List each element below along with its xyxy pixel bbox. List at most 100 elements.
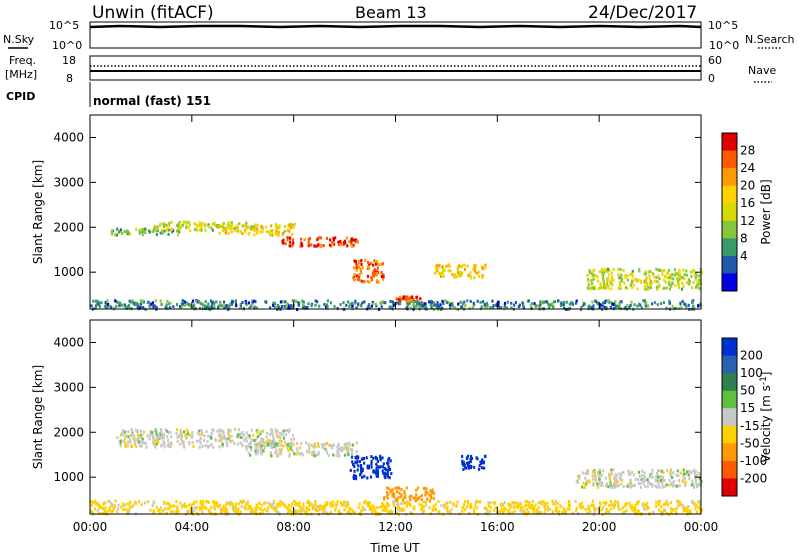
power-echo-cell (196, 228, 199, 232)
power-echo-cell (250, 303, 253, 307)
velocity-echo-cell (146, 434, 149, 438)
velocity-echo-cell (643, 475, 646, 479)
power-echo-cell (389, 299, 392, 303)
velocity-echo-cell (241, 443, 244, 447)
velocity-echo-cell (159, 435, 162, 439)
power-echo-cell (209, 299, 213, 303)
velocity-echo-cell (283, 436, 286, 440)
velocity-echo-cell (293, 452, 296, 456)
velocity-echo-cell (637, 509, 640, 513)
power-echo-cell (510, 301, 513, 305)
power-echo-cell (402, 295, 405, 299)
power-echo-cell (288, 244, 291, 248)
velocity-echo-cell (306, 501, 309, 505)
velocity-echo-cell (317, 505, 320, 508)
power-echo-cell (575, 299, 578, 303)
velocity-echo-cell (96, 509, 99, 513)
power-echo-cell (303, 306, 306, 310)
power-echo-cell (355, 266, 358, 270)
power-echo-cell (409, 296, 412, 300)
power-echo-cell (614, 300, 617, 304)
power-echo-cell (602, 301, 605, 305)
velocity-echo-cell (669, 483, 673, 486)
velocity-echo-cell (376, 460, 379, 463)
velocity-echo-cell (322, 510, 325, 514)
velocity-echo-cell (379, 454, 382, 458)
velocity-echo-cell (176, 428, 179, 432)
power-echo-cell (683, 273, 686, 277)
velocity-echo-cell (586, 511, 589, 515)
velocity-echo-cell (287, 503, 291, 507)
power-echo-cell (139, 302, 142, 306)
velocity-echo-cell (176, 507, 179, 511)
power-echo-cell (433, 303, 436, 307)
velocity-echo-cell (588, 480, 591, 484)
power-echo-cell (207, 223, 210, 227)
power-echo-cell (674, 306, 677, 310)
velocity-echo-cell (574, 499, 577, 503)
power-echo-cell (624, 305, 627, 309)
velocity-echo-cell (367, 464, 370, 468)
velocity-echo-cell (146, 500, 150, 504)
velocity-echo-cell (141, 440, 144, 444)
velocity-echo-cell (360, 468, 363, 472)
velocity-echo-cell (168, 503, 171, 507)
velocity-echo-cell (198, 445, 201, 449)
power-echo-cell (610, 300, 613, 304)
velocity-echo-cell (556, 506, 559, 510)
velocity-echo-cell (358, 502, 361, 506)
velocity-echo-cell (291, 449, 294, 453)
power-echo-cell (359, 268, 362, 272)
velocity-echo-cell (123, 436, 126, 440)
velocity-echo-cell (470, 454, 473, 458)
power-echo-cell (126, 232, 129, 236)
velocity-echo-cell (473, 510, 476, 514)
power-echo-cell (370, 278, 374, 282)
power-echo-cell (350, 238, 353, 241)
power-echo-cell (586, 274, 589, 277)
power-colorbar-tick: 28 (740, 144, 755, 158)
velocity-echo-cell (662, 476, 665, 479)
power-echo-cell (601, 268, 604, 272)
velocity-echo-cell (248, 434, 251, 438)
power-echo-cell (657, 274, 660, 278)
velocity-echo-cell (688, 477, 691, 481)
velocity-echo-cell (349, 443, 352, 447)
velocity-echo-cell (275, 443, 278, 447)
velocity-echo-cell (527, 510, 530, 514)
velocity-echo-cell (219, 428, 222, 432)
velocity-echo-cell (381, 502, 384, 505)
velocity-echo-cell (446, 501, 449, 505)
power-echo-cell (616, 273, 620, 277)
velocity-echo-cell (366, 502, 369, 506)
power-echo-cell (682, 268, 685, 272)
velocity-echo-cell (288, 428, 291, 432)
velocity-echo-cell (280, 447, 283, 451)
velocity-echo-cell (316, 509, 320, 513)
power-echo-cell (150, 302, 153, 306)
velocity-echo-cell (387, 465, 390, 468)
velocity-echo-cell (641, 469, 644, 473)
velocity-echo-cell (301, 507, 304, 511)
velocity-echo-cell (486, 509, 489, 513)
velocity-echo-cell (278, 439, 281, 443)
velocity-echo-cell (294, 503, 297, 507)
power-echo-cell (596, 275, 599, 279)
power-echo-cell (399, 295, 402, 299)
power-echo-cell (616, 304, 619, 308)
velocity-echo-cell (159, 433, 162, 437)
velocity-echo-cell (646, 478, 649, 482)
velocity-echo-cell (452, 503, 455, 507)
power-echo-cell (370, 304, 373, 308)
power-echo-cell (678, 271, 681, 275)
velocity-echo-cell (401, 498, 405, 502)
velocity-echo-cell (587, 504, 590, 508)
velocity-echo-cell (420, 494, 423, 498)
power-echo-cell (165, 223, 168, 227)
power-echo-cell (370, 275, 373, 279)
power-echo-cell (612, 268, 615, 272)
velocity-echo-cell (140, 503, 143, 507)
power-echo-cell (497, 303, 500, 307)
velocity-echo-cell (671, 508, 674, 512)
power-echo-cell (663, 275, 667, 278)
